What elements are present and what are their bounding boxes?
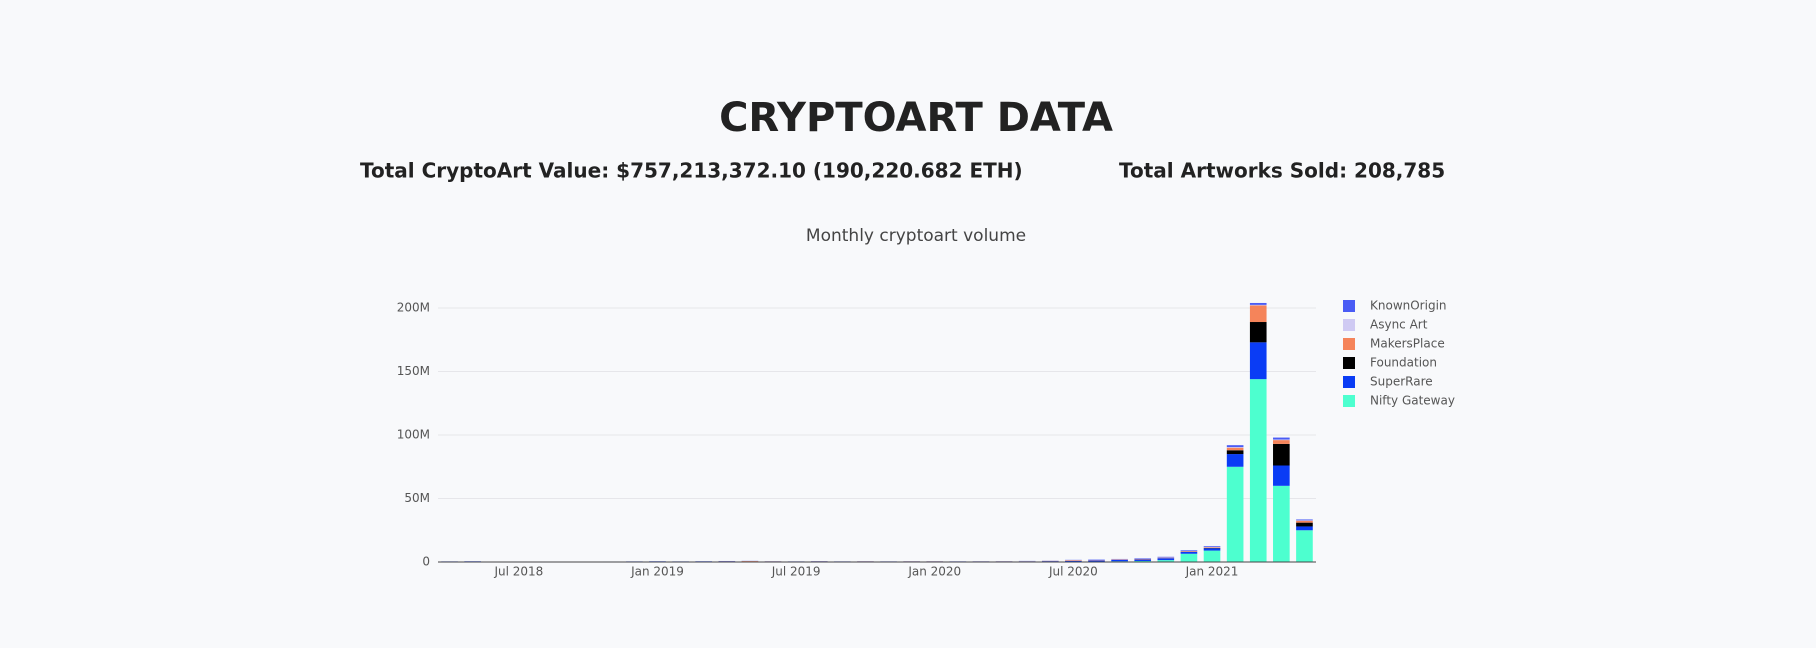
bar-segment bbox=[1157, 558, 1174, 560]
bar-segment bbox=[1250, 306, 1267, 323]
bar-segment bbox=[1296, 530, 1313, 562]
legend-swatch bbox=[1343, 338, 1355, 350]
bar-segment bbox=[1134, 558, 1151, 559]
bar-segment bbox=[1065, 560, 1082, 561]
y-tick-label: 150M bbox=[397, 364, 430, 378]
legend-swatch bbox=[1343, 395, 1355, 407]
y-tick-label: 50M bbox=[404, 491, 430, 505]
bar-segment bbox=[1273, 444, 1290, 466]
bar-segment bbox=[1273, 440, 1290, 444]
bar-segment bbox=[1134, 559, 1151, 560]
y-tick-label: 0 bbox=[422, 555, 430, 569]
bar-segment bbox=[1227, 445, 1244, 447]
bar-segment bbox=[1204, 546, 1221, 547]
legend-label: MakersPlace bbox=[1370, 337, 1445, 351]
legend-swatch bbox=[1343, 300, 1355, 312]
y-tick-label: 200M bbox=[397, 301, 430, 315]
bar-segment bbox=[1157, 557, 1174, 558]
bar-segment bbox=[1181, 554, 1198, 562]
bar-segment bbox=[1227, 454, 1244, 467]
legend-label: Async Art bbox=[1370, 318, 1428, 332]
bar-segment bbox=[1181, 552, 1198, 554]
bar-segment bbox=[1227, 447, 1244, 448]
page-title: CRYPTOART DATA bbox=[719, 95, 1113, 141]
bar-segment bbox=[1273, 438, 1290, 440]
bar-segment bbox=[1296, 523, 1313, 527]
legend-label: Nifty Gateway bbox=[1370, 394, 1455, 408]
bar-segment bbox=[1111, 560, 1128, 561]
x-tick-label: Jul 2019 bbox=[771, 565, 821, 579]
bar-segment bbox=[1296, 519, 1313, 520]
x-tick-label: Jul 2020 bbox=[1048, 565, 1098, 579]
bar-segment bbox=[1088, 560, 1105, 561]
x-tick-label: Jan 2021 bbox=[1185, 565, 1239, 579]
legend-swatch bbox=[1343, 357, 1355, 369]
bar-segment bbox=[1296, 526, 1313, 530]
bar-segment bbox=[1250, 322, 1267, 342]
x-tick-label: Jan 2020 bbox=[907, 565, 961, 579]
total-value: Total CryptoArt Value: $757,213,372.10 (… bbox=[360, 159, 1023, 183]
bar-segment bbox=[1157, 558, 1174, 559]
bar-segment bbox=[1181, 551, 1198, 552]
bar-segment bbox=[1273, 465, 1290, 485]
bar-segment bbox=[1250, 303, 1267, 305]
legend-swatch bbox=[1343, 376, 1355, 388]
bar-segment bbox=[1273, 439, 1290, 440]
legend-swatch bbox=[1343, 319, 1355, 331]
bar-segment bbox=[1273, 486, 1290, 562]
bar-segment bbox=[1250, 342, 1267, 379]
bar-segment bbox=[1204, 548, 1221, 550]
legend-label: KnownOrigin bbox=[1370, 299, 1447, 313]
legend-label: SuperRare bbox=[1370, 375, 1433, 389]
bar-segment bbox=[1250, 379, 1267, 562]
total-sold: Total Artworks Sold: 208,785 bbox=[1119, 159, 1445, 183]
bar-segment bbox=[1250, 305, 1267, 306]
bar-segment bbox=[1181, 550, 1198, 551]
bar-segment bbox=[1296, 521, 1313, 523]
x-tick-label: Jul 2018 bbox=[493, 565, 543, 579]
x-tick-label: Jan 2019 bbox=[630, 565, 684, 579]
bar-segment bbox=[1204, 547, 1221, 548]
bar-segment bbox=[1227, 450, 1244, 454]
y-tick-label: 100M bbox=[397, 428, 430, 442]
bar-segment bbox=[1227, 448, 1244, 451]
legend-label: Foundation bbox=[1370, 356, 1437, 370]
bar-segment bbox=[1134, 559, 1151, 561]
bar-segment bbox=[1204, 551, 1221, 562]
bar-segment bbox=[1227, 467, 1244, 562]
chart-title: Monthly cryptoart volume bbox=[806, 226, 1026, 246]
